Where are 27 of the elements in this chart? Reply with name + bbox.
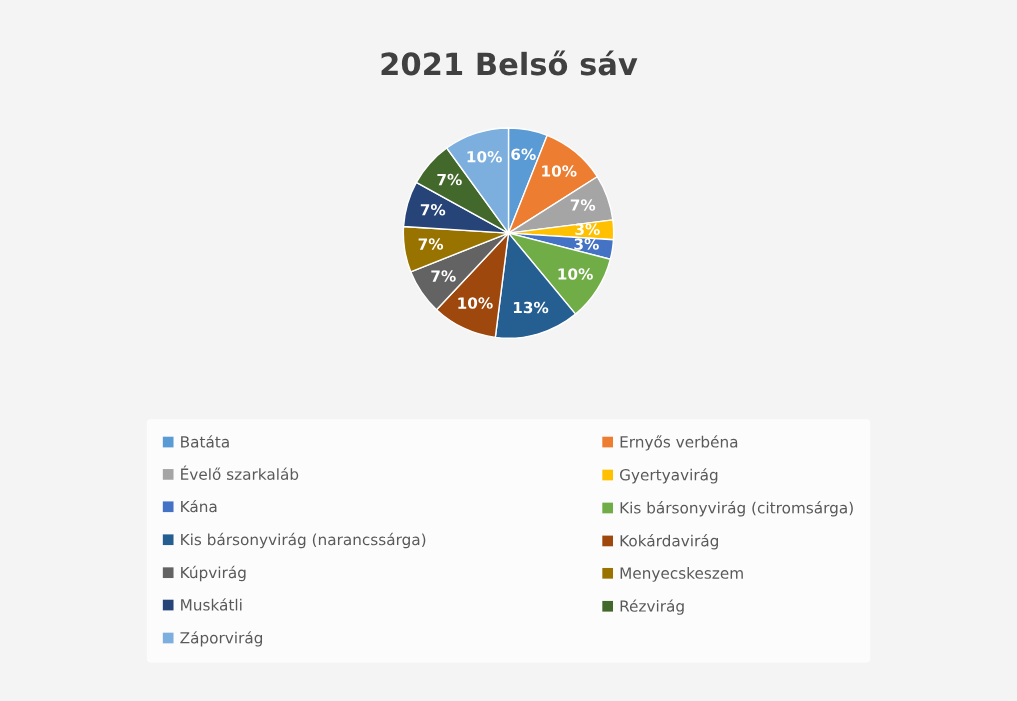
legend-label: Kána xyxy=(181,499,217,513)
legend-label: Záporvirág xyxy=(180,631,263,647)
data-label: 10% xyxy=(458,297,493,309)
data-label: 7% xyxy=(418,238,444,250)
data-label: 7% xyxy=(431,270,456,282)
legend-label: Rézvirág xyxy=(620,599,684,615)
legend-label: Muskátli xyxy=(181,598,242,611)
legend-label: Gyertyavirág xyxy=(619,468,718,484)
legend-label: Menyecskeszem xyxy=(620,567,743,582)
data-label: 6% xyxy=(511,148,536,161)
legend-label: Kokárdavirág xyxy=(620,534,718,550)
data-label: 13% xyxy=(513,301,549,314)
data-label: 10% xyxy=(467,150,502,163)
data-label: 7% xyxy=(570,199,596,211)
legend-label: Kis bársonyvirág (narancssárga) xyxy=(181,532,426,549)
legend-label: Kis bársonyvirág (citromsárga) xyxy=(620,501,853,517)
legend-label: Évelő szarkaláb xyxy=(181,465,299,480)
legend-label: Batáta xyxy=(181,435,229,448)
chart-title: 2021 Belső sáv xyxy=(381,50,638,76)
data-label: 10% xyxy=(542,165,577,177)
legend-label: Kúpvirág xyxy=(181,565,246,582)
data-label: 3% xyxy=(574,238,599,250)
data-label: 10% xyxy=(558,268,593,280)
data-label: 7% xyxy=(420,203,446,216)
data-label: 3% xyxy=(575,223,600,236)
legend-label: Ernyős verbéna xyxy=(620,435,738,451)
data-label: 7% xyxy=(437,173,462,186)
